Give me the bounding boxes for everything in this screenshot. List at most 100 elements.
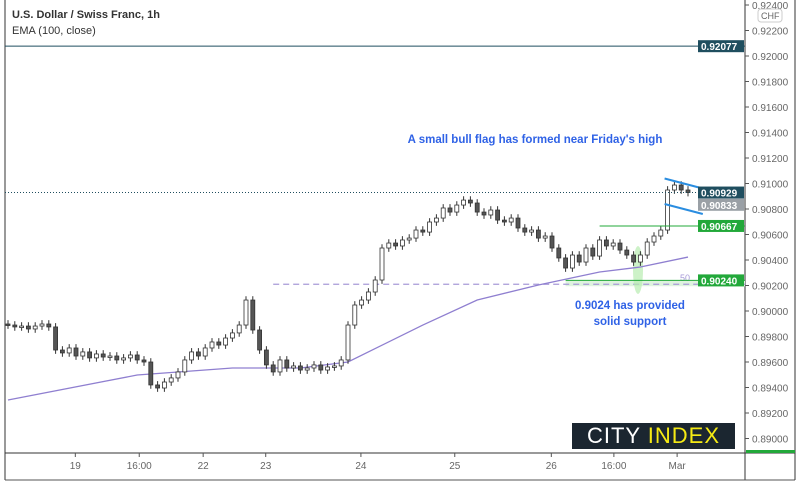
price-label-box — [698, 198, 744, 211]
candle — [406, 237, 412, 241]
symbol-title: U.S. Dollar / Swiss Franc, 1h — [12, 9, 160, 21]
candle — [121, 357, 126, 361]
y-tick-label: 0.91200 — [752, 154, 789, 165]
x-tick-label: 22 — [198, 461, 210, 472]
candle — [141, 359, 147, 363]
candle — [542, 235, 548, 239]
candle — [257, 329, 263, 351]
y-tick-label: 0.90800 — [752, 205, 789, 216]
indicator-label: EMA (100, close) — [12, 25, 96, 37]
candle — [107, 355, 113, 358]
support-highlight — [633, 246, 643, 294]
y-tick-label: 0.91600 — [752, 103, 789, 114]
y-tick-label: 0.89400 — [752, 384, 789, 395]
candle — [270, 364, 276, 373]
candle — [631, 254, 636, 263]
candle — [590, 247, 596, 257]
candle — [94, 353, 99, 359]
price-label-box — [698, 40, 744, 53]
plot-area — [5, 0, 745, 453]
x-tick-label: Mar — [669, 461, 687, 472]
price-label: 0.90929 — [701, 189, 738, 200]
candle — [209, 341, 215, 349]
candle — [331, 365, 337, 368]
candle — [318, 364, 324, 371]
candle — [467, 199, 473, 204]
y-tick-label: 0.92000 — [752, 52, 789, 63]
chart-legend: U.S. Dollar / Swiss Franc, 1h EMA (100, … — [12, 7, 160, 39]
candle — [549, 235, 555, 249]
candle — [304, 367, 310, 371]
candle — [508, 217, 514, 223]
candle — [570, 254, 575, 269]
y-tick-label: 0.90400 — [752, 256, 789, 267]
candle — [393, 242, 399, 247]
price-label: 0.90240 — [701, 276, 738, 287]
candle — [216, 341, 222, 346]
candle — [19, 325, 25, 328]
candle — [168, 377, 174, 383]
candle — [325, 366, 331, 371]
y-tick-label: 0.89800 — [752, 333, 789, 344]
candle — [624, 249, 630, 256]
price-label: 0.90667 — [701, 222, 738, 233]
x-tick-label: 16:00 — [601, 461, 626, 472]
candle — [202, 347, 208, 357]
ema-line — [7, 256, 689, 401]
y-tick-label: 0.90200 — [752, 282, 789, 293]
y-tick-label: 0.91800 — [752, 78, 789, 89]
candle — [604, 239, 609, 247]
candle — [87, 351, 92, 359]
x-tick-label: 24 — [355, 461, 367, 472]
x-tick-label: 16:00 — [127, 461, 152, 472]
candle — [25, 325, 31, 330]
flag-bottom-line — [664, 203, 704, 215]
candle — [175, 371, 181, 379]
y-tick-label: 0.91400 — [752, 129, 789, 140]
candle — [195, 351, 201, 357]
x-tick-label: 23 — [260, 461, 272, 472]
candle — [495, 209, 501, 221]
y-tick-label: 0.89200 — [752, 409, 789, 420]
candle — [488, 209, 494, 216]
candle — [189, 351, 195, 361]
candle — [100, 353, 106, 358]
candle — [413, 229, 419, 239]
candle — [311, 364, 317, 369]
bull-flag-annotation: A small bull flag has formed near Friday… — [407, 134, 663, 146]
candle — [597, 239, 602, 257]
price-label-box — [698, 186, 744, 199]
candle — [522, 227, 528, 233]
currency-label: CHF — [761, 11, 780, 21]
candle — [229, 332, 235, 339]
y-tick-label: 0.90000 — [752, 307, 789, 318]
candle — [291, 365, 297, 369]
price-label: 0.90833 — [701, 201, 738, 212]
price-label-box — [698, 274, 744, 287]
candle — [155, 384, 161, 389]
candle — [127, 354, 133, 359]
candle — [583, 247, 589, 263]
fib-50-label: 50 — [680, 273, 690, 283]
price-label: 0.92077 — [701, 42, 738, 53]
candle — [474, 202, 480, 213]
candle — [399, 239, 405, 247]
candle — [297, 365, 303, 371]
candle — [454, 204, 460, 213]
candle — [665, 189, 670, 231]
candle — [563, 257, 568, 269]
candle — [182, 359, 188, 373]
candle — [440, 207, 446, 219]
candle — [481, 211, 487, 216]
candle — [644, 241, 650, 256]
candle — [39, 323, 45, 327]
candle — [263, 349, 269, 366]
x-tick-label: 26 — [546, 461, 558, 472]
candle — [80, 351, 86, 357]
candle — [658, 229, 664, 237]
candle — [243, 299, 249, 326]
candle — [32, 325, 38, 330]
candle — [345, 324, 351, 361]
candle — [352, 304, 358, 326]
